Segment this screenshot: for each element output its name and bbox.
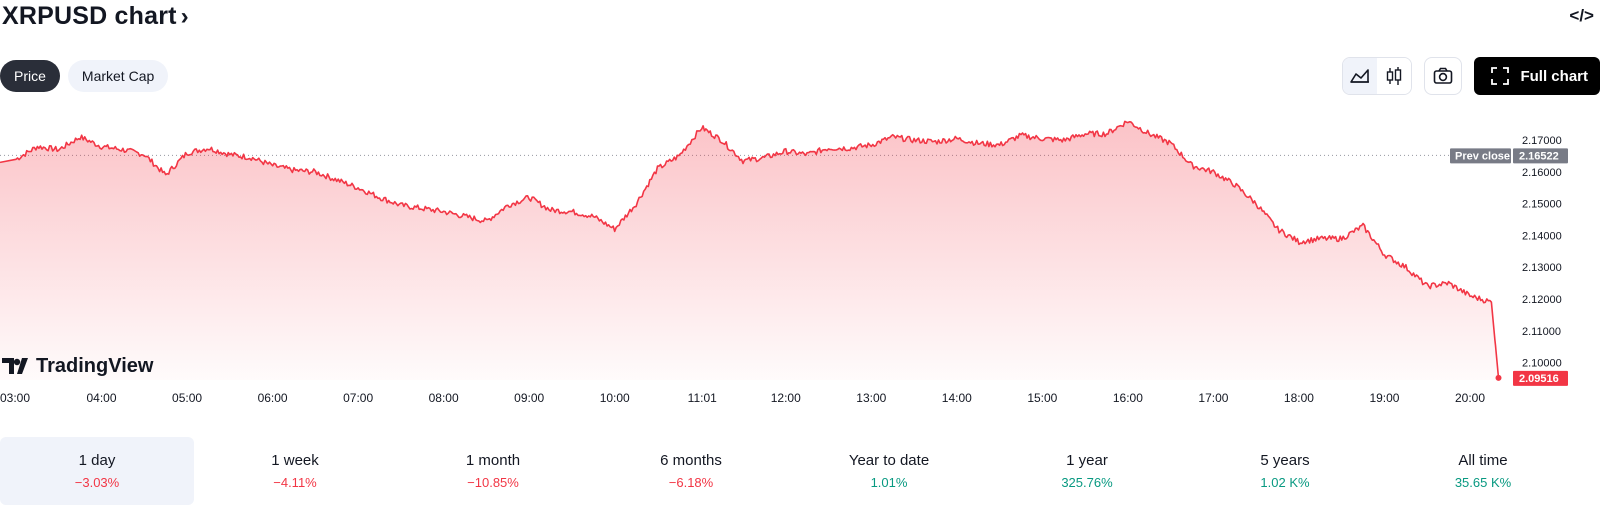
chart-toolbar: Full chart — [1342, 57, 1600, 95]
period-label: 1 day — [78, 452, 116, 469]
x-tick-label: 11:01 — [688, 391, 717, 405]
period-year-to-date[interactable]: Year to date 1.01% — [792, 437, 986, 505]
embed-code-icon[interactable]: </> — [1569, 6, 1594, 25]
price-chart[interactable]: 2.17000 2.16000 2.15000 2.14000 2.13000 2.120… — [0, 100, 1600, 410]
chart-style-switch — [1342, 57, 1413, 95]
x-tick-label: 09:00 — [514, 391, 544, 405]
period-label: 5 years — [1260, 452, 1310, 469]
chart-title-text: XRPUSD chart — [2, 2, 177, 30]
x-tick-label: 18:00 — [1284, 391, 1314, 405]
x-tick-label: 04:00 — [87, 391, 117, 405]
x-tick-label: 13:00 — [856, 391, 886, 405]
period-label: All time — [1458, 452, 1508, 469]
period-change: 1.01% — [870, 475, 908, 490]
period-label: 6 months — [660, 452, 722, 469]
price-line — [0, 120, 1500, 378]
tab-price[interactable]: Price — [0, 60, 60, 92]
period-change: −4.11% — [273, 475, 317, 490]
period-6-months[interactable]: 6 months −6.18% — [594, 437, 788, 505]
period-change: −10.85% — [467, 475, 519, 490]
svg-text:2.09516: 2.09516 — [1519, 373, 1559, 385]
x-tick-label: 16:00 — [1113, 391, 1143, 405]
candlestick-icon[interactable] — [1377, 58, 1412, 94]
tab-market-cap[interactable]: Market Cap — [67, 60, 169, 92]
chart-mode-tabs: Price Market Cap — [0, 60, 169, 92]
period-selector: 1 day −3.03% 1 week −4.11% 1 month −10.8… — [0, 437, 1600, 505]
fullscreen-icon — [1491, 67, 1510, 85]
y-tick-label: 2.12000 — [1522, 294, 1562, 306]
price-area-fill — [0, 121, 1499, 381]
period-label: Year to date — [848, 452, 930, 469]
svg-text:Prev close: Prev close — [1455, 150, 1510, 162]
y-tick-label: 2.11000 — [1522, 326, 1561, 338]
x-tick-label: 19:00 — [1369, 391, 1399, 405]
y-tick-label: 2.13000 — [1522, 262, 1562, 274]
x-tick-label: 03:00 — [0, 391, 30, 405]
area-chart-icon[interactable] — [1343, 58, 1378, 94]
period-5-years[interactable]: 5 years 1.02 K% — [1188, 437, 1382, 505]
period-change: 325.76% — [1061, 475, 1113, 490]
period-change: 35.65 K% — [1454, 475, 1512, 490]
y-tick-label: 2.17000 — [1522, 135, 1562, 147]
tradingview-logo-icon — [2, 358, 28, 374]
period-label: 1 week — [271, 452, 319, 469]
chevron-right-icon: › — [180, 2, 189, 30]
period-change: 1.02 K% — [1260, 475, 1310, 490]
x-tick-label: 17:00 — [1198, 391, 1228, 405]
y-tick-label: 2.16000 — [1522, 167, 1562, 179]
x-tick-label: 12:00 — [771, 391, 801, 405]
period-1-week[interactable]: 1 week −4.11% — [198, 437, 392, 505]
period-1-year[interactable]: 1 year 325.76% — [990, 437, 1184, 505]
period-label: 1 month — [465, 452, 521, 469]
x-tick-label: 07:00 — [343, 391, 373, 405]
tradingview-watermark: TradingView — [2, 355, 154, 377]
period-label: 1 year — [1066, 452, 1108, 469]
x-tick-label: 05:00 — [172, 391, 202, 405]
period-1-month[interactable]: 1 month −10.85% — [396, 437, 590, 505]
prev-close-value-badge: 2.16522 — [1513, 148, 1568, 164]
y-tick-label: 2.15000 — [1522, 199, 1562, 211]
y-tick-label: 2.10000 — [1522, 358, 1562, 370]
last-price-badge: 2.09516 — [1513, 370, 1568, 386]
full-chart-label: Full chart — [1520, 67, 1588, 85]
full-chart-button[interactable]: Full chart — [1474, 57, 1600, 95]
chart-title[interactable]: XRPUSD chart › — [2, 2, 189, 31]
x-tick-label: 06:00 — [258, 391, 288, 405]
period-change: −3.03% — [74, 475, 120, 490]
svg-text:2.16522: 2.16522 — [1519, 150, 1559, 162]
period-1-day[interactable]: 1 day −3.03% — [0, 437, 194, 505]
period-all-time[interactable]: All time 35.65 K% — [1386, 437, 1580, 505]
x-tick-label: 10:00 — [600, 391, 630, 405]
last-price-dot — [1495, 374, 1502, 381]
period-change: −6.18% — [668, 475, 714, 490]
x-tick-label: 20:00 — [1455, 391, 1485, 405]
y-tick-label: 2.14000 — [1522, 230, 1562, 242]
x-tick-label: 14:00 — [942, 391, 972, 405]
prev-close-label-badge: Prev close — [1450, 148, 1511, 164]
camera-icon[interactable] — [1424, 57, 1463, 95]
watermark-text: TradingView — [36, 355, 154, 377]
x-tick-label: 15:00 — [1027, 391, 1057, 405]
x-tick-label: 08:00 — [429, 391, 459, 405]
